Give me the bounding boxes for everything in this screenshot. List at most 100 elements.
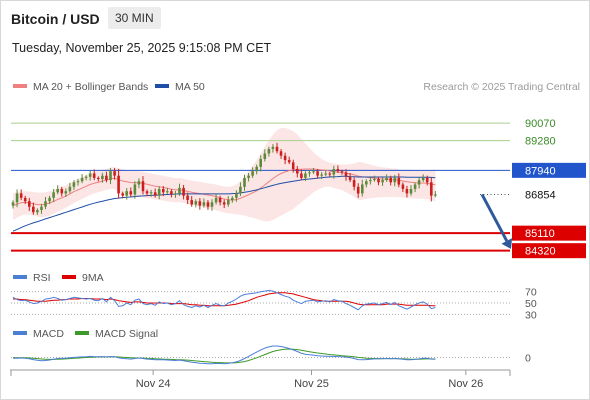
candle-body xyxy=(202,202,206,206)
instrument-title: Bitcoin / USD xyxy=(11,11,100,27)
level-label-86854: 86854 xyxy=(525,189,556,201)
candle-body xyxy=(417,180,421,185)
candle-body xyxy=(166,191,169,193)
candle-body xyxy=(174,193,177,195)
candle-body xyxy=(52,192,55,198)
candle-body xyxy=(44,201,47,207)
candle-body xyxy=(141,181,145,192)
candle-body xyxy=(60,189,64,194)
interval-badge[interactable]: 30 MIN xyxy=(108,7,161,29)
candle-body xyxy=(316,171,319,176)
candle-body xyxy=(105,175,108,181)
candle-body xyxy=(117,175,120,194)
timestamp: Tuesday, November 25, 2025 9:15:08 PM CE… xyxy=(12,41,272,55)
candle-body xyxy=(320,174,323,176)
macd-legend-swatch xyxy=(13,331,27,335)
level-label-89280: 89280 xyxy=(525,136,556,148)
candle-body xyxy=(206,202,210,207)
candle-body xyxy=(109,171,112,181)
candle-body xyxy=(369,180,372,182)
candle-body xyxy=(40,206,43,210)
price-level-labels: 90070 89280 87940 86854 85110 84320 xyxy=(512,118,586,259)
candle-body xyxy=(133,184,137,195)
candle-body xyxy=(178,187,181,194)
candle-body xyxy=(308,172,311,174)
candle-body xyxy=(397,177,401,185)
candle-body xyxy=(182,187,185,196)
candle-body xyxy=(255,166,258,172)
candle-body xyxy=(11,202,15,206)
candle-body xyxy=(56,189,59,193)
candle-body xyxy=(68,186,72,192)
candle-body xyxy=(279,151,283,156)
macd-signal-line xyxy=(12,348,436,364)
candle-body xyxy=(137,181,141,185)
time-tick-label: Nov 26 xyxy=(448,378,483,390)
candle-body xyxy=(291,162,295,170)
ma50-legend-swatch xyxy=(155,84,169,88)
candle-body xyxy=(287,160,291,163)
candle-body xyxy=(381,180,384,183)
candle-body xyxy=(430,182,433,196)
candle-body xyxy=(413,184,417,189)
forecast-arrow-shaft xyxy=(480,193,509,242)
level-label-90070: 90070 xyxy=(525,118,556,130)
candle-body xyxy=(340,171,344,173)
candle-body xyxy=(101,175,104,179)
candle-body xyxy=(377,179,380,183)
time-tick-label: Nov 25 xyxy=(294,378,329,390)
candle-body xyxy=(235,193,238,198)
candle-body xyxy=(348,176,352,181)
candle-body xyxy=(405,189,409,194)
candle-body xyxy=(259,159,262,167)
candle-body xyxy=(129,191,133,195)
candle-body xyxy=(385,177,388,181)
candle-body xyxy=(194,201,198,205)
forecast-arrow-layer xyxy=(480,193,513,249)
macd-signal-legend-swatch xyxy=(75,331,89,335)
candle-body xyxy=(421,177,425,181)
rsi-legend-swatch xyxy=(13,275,27,279)
candle-body xyxy=(304,173,307,178)
candle-body xyxy=(80,177,84,182)
candle-body xyxy=(332,169,336,175)
level-label-85110: 85110 xyxy=(525,228,555,240)
candle-body xyxy=(247,175,250,178)
macd-level-label-0: 0 xyxy=(525,352,531,364)
macd-signal-legend-label: MACD Signal xyxy=(95,328,158,340)
candle-body xyxy=(125,191,128,196)
candle-body xyxy=(92,173,96,178)
candle-body xyxy=(275,146,279,152)
candle-body xyxy=(328,173,332,175)
candle-body xyxy=(72,182,76,187)
candle-body xyxy=(300,173,303,178)
rsi-series xyxy=(12,290,436,311)
rsi-line xyxy=(12,290,436,311)
candle-body xyxy=(97,177,100,179)
candle-body xyxy=(425,177,429,183)
rsi-ma-legend-swatch xyxy=(62,275,76,279)
candle-body xyxy=(121,193,124,196)
candle-body xyxy=(190,200,193,205)
level-label-87940: 87940 xyxy=(525,165,556,177)
macd-panel: MACD MACD Signal 0 xyxy=(11,328,531,364)
level-label-box-84320 xyxy=(512,243,586,259)
candle-body xyxy=(153,192,157,196)
rsi-level-label-70: 70 xyxy=(525,287,537,299)
candle-body xyxy=(239,186,242,194)
rsi-level-label-50: 50 xyxy=(525,298,537,310)
candle-body xyxy=(231,197,234,201)
rsi-level-label-30: 30 xyxy=(525,309,537,321)
candle-body xyxy=(352,180,356,187)
candle-body xyxy=(336,169,340,172)
ma50-legend-label: MA 50 xyxy=(175,81,205,93)
candle-body xyxy=(15,193,19,203)
candle-body xyxy=(361,184,364,194)
candle-body xyxy=(162,189,165,193)
candle-body xyxy=(401,184,405,189)
ma20-legend-label: MA 20 + Bollinger Bands xyxy=(33,81,148,93)
candle-body xyxy=(227,200,230,205)
candle-body xyxy=(157,189,161,196)
macd-series xyxy=(12,345,436,365)
